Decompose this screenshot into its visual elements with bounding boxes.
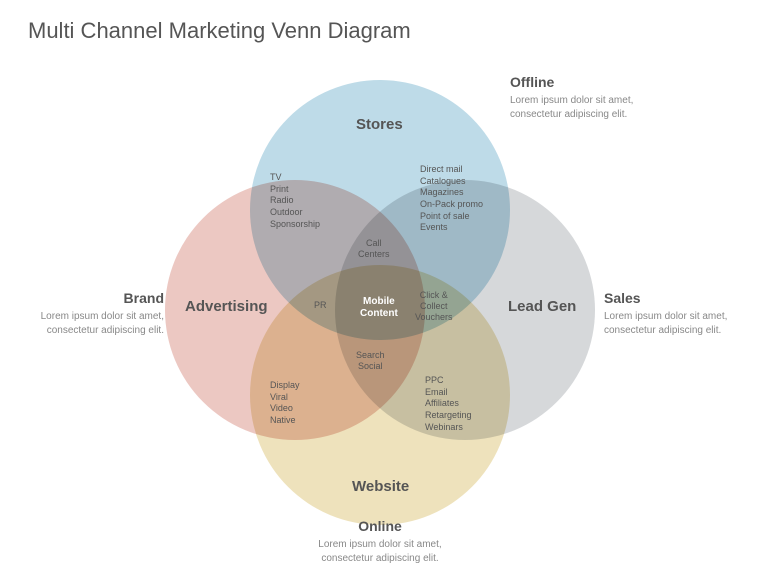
overlap-top-center: Call Centers <box>358 238 390 260</box>
side-desc-online: Lorem ipsum dolor sit amet, consectetur … <box>310 538 450 566</box>
page-title: Multi Channel Marketing Venn Diagram <box>28 18 411 44</box>
side-desc-offline: Lorem ipsum dolor sit amet, consectetur … <box>510 94 650 122</box>
overlap-center: Mobile Content <box>360 296 398 320</box>
circle-label-website: Website <box>352 478 409 495</box>
overlap-bottom-center: Search Social <box>356 350 385 372</box>
side-heading-online: Online <box>310 518 450 534</box>
side-label-sales: Sales Lorem ipsum dolor sit amet, consec… <box>604 290 744 338</box>
side-desc-sales: Lorem ipsum dolor sit amet, consectetur … <box>604 310 744 338</box>
venn-diagram: Stores Advertising Lead Gen Website TV P… <box>130 60 630 520</box>
side-label-brand: Brand Lorem ipsum dolor sit amet, consec… <box>24 290 164 338</box>
side-heading-sales: Sales <box>604 290 744 306</box>
overlap-left-center: PR <box>314 300 327 311</box>
overlap-bottom-left: Display Viral Video Native <box>270 380 300 427</box>
circle-label-advertising: Advertising <box>185 298 268 315</box>
side-label-online: Online Lorem ipsum dolor sit amet, conse… <box>310 518 450 566</box>
overlap-top-left: TV Print Radio Outdoor Sponsorship <box>270 172 320 230</box>
side-heading-offline: Offline <box>510 74 650 90</box>
side-label-offline: Offline Lorem ipsum dolor sit amet, cons… <box>510 74 650 122</box>
overlap-right-center: Click & Collect Vouchers <box>415 290 453 322</box>
overlap-top-right: Direct mail Catalogues Magazines On-Pack… <box>420 164 483 234</box>
circle-label-stores: Stores <box>356 116 403 133</box>
circle-label-leadgen: Lead Gen <box>508 298 576 315</box>
overlap-bottom-right: PPC Email Affiliates Retargeting Webinar… <box>425 375 472 433</box>
side-heading-brand: Brand <box>24 290 164 306</box>
side-desc-brand: Lorem ipsum dolor sit amet, consectetur … <box>24 310 164 338</box>
